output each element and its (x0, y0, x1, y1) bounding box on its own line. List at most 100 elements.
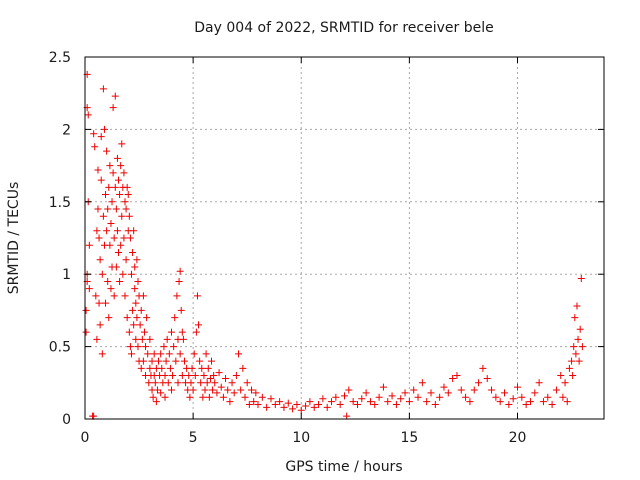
data-point (118, 212, 126, 220)
axis-ticks (84, 56, 604, 420)
data-point (328, 398, 336, 406)
data-point (106, 241, 114, 249)
data-point (315, 401, 323, 409)
data-point (198, 364, 206, 372)
data-point (297, 406, 305, 414)
data-point (186, 393, 194, 401)
data-point (178, 328, 186, 336)
data-point (457, 386, 465, 394)
data-point (113, 154, 121, 162)
data-point (102, 299, 110, 307)
data-point (115, 248, 123, 256)
data-point (98, 270, 106, 278)
data-point (362, 389, 370, 397)
data-point (133, 256, 141, 264)
data-point (110, 234, 118, 242)
data-point (95, 234, 103, 242)
data-point (371, 401, 379, 409)
data-point (112, 263, 120, 271)
data-point (99, 85, 107, 93)
data-point (134, 277, 142, 285)
data-point (574, 335, 582, 343)
data-point (483, 374, 491, 382)
data-point (117, 162, 125, 170)
data-point (122, 256, 130, 264)
data-point (151, 379, 159, 387)
data-point (140, 328, 148, 336)
data-point (569, 372, 577, 380)
data-point (120, 169, 128, 177)
data-point (111, 92, 119, 100)
data-point (92, 292, 100, 300)
data-point (219, 393, 227, 401)
data-point (129, 306, 137, 314)
data-point (208, 357, 216, 365)
data-point (187, 379, 195, 387)
y-tick-label: 0 (62, 412, 71, 428)
data-point (518, 393, 526, 401)
data-point (172, 357, 180, 365)
data-point (124, 191, 132, 199)
data-point (127, 350, 135, 358)
data-point (105, 314, 113, 322)
data-point (388, 392, 396, 400)
data-point (168, 328, 175, 336)
x-tick-label: 10 (292, 430, 310, 446)
data-point (466, 398, 474, 406)
data-point (143, 314, 151, 322)
data-point (100, 125, 108, 133)
data-point (93, 335, 101, 343)
data-point (134, 343, 142, 351)
data-point (164, 379, 172, 387)
data-point (199, 393, 207, 401)
y-tick-label: 1 (62, 267, 71, 283)
data-point (163, 335, 171, 343)
data-point (157, 389, 165, 397)
data-point (133, 314, 141, 322)
data-point (96, 321, 104, 329)
data-point (139, 357, 147, 365)
data-point (161, 372, 169, 380)
data-point (248, 386, 256, 394)
data-point (222, 374, 230, 382)
data-point (514, 383, 521, 391)
data-point (204, 364, 212, 372)
y-tick-label: 0.5 (49, 340, 71, 356)
data-point (332, 393, 340, 401)
data-point (170, 343, 178, 351)
data-point (205, 393, 213, 401)
data-point (289, 405, 297, 413)
data-point (453, 372, 461, 380)
data-point (470, 386, 478, 394)
data-point (488, 386, 496, 394)
data-point (200, 372, 208, 380)
data-point (215, 369, 223, 377)
data-point (97, 176, 105, 184)
data-point (226, 398, 234, 406)
data-point (211, 379, 219, 387)
data-point (539, 398, 547, 406)
data-point (136, 321, 144, 329)
data-point (345, 386, 353, 394)
data-point (179, 335, 187, 343)
data-point (99, 212, 107, 220)
data-point (258, 393, 266, 401)
data-point (132, 299, 140, 307)
data-point (544, 393, 552, 401)
data-point (548, 401, 556, 409)
y-tick-label: 2.5 (49, 50, 71, 66)
data-point (82, 306, 90, 314)
data-point (112, 205, 120, 213)
data-point (479, 364, 487, 372)
data-point (155, 357, 163, 365)
data-point (160, 343, 168, 351)
data-point (230, 389, 238, 397)
data-point (153, 386, 161, 394)
data-point (168, 386, 175, 394)
data-point (146, 335, 154, 343)
data-point (129, 248, 137, 256)
data-point (126, 234, 134, 242)
data-point (568, 357, 576, 365)
data-point (462, 393, 470, 401)
